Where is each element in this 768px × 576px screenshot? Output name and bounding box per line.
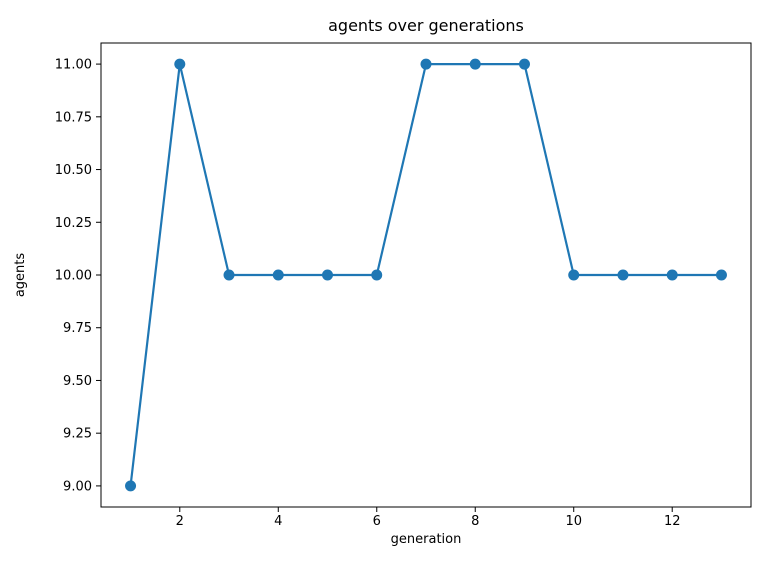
- data-point: [568, 269, 580, 281]
- data-point: [617, 269, 629, 281]
- y-axis: 9.00 9.25 9.50 9.75 10.00 10.25 10.50 10.75 11.0…: [55, 58, 101, 494]
- data-point: [174, 58, 186, 70]
- y-tick-label: 9.75: [63, 321, 92, 336]
- data-point: [518, 58, 530, 70]
- data-point: [666, 269, 678, 281]
- x-axis: 2 4 6 8 10 12: [176, 507, 681, 529]
- y-tick-label: 10.25: [55, 216, 92, 231]
- y-axis-label: agents: [13, 253, 28, 298]
- x-tick-label: 4: [274, 514, 282, 529]
- data-line: [129, 62, 723, 488]
- x-tick-label: 10: [565, 514, 582, 529]
- y-tick-label: 11.00: [55, 58, 92, 73]
- x-tick-label: 12: [664, 514, 681, 529]
- data-point: [420, 58, 432, 70]
- y-tick-label: 9.25: [63, 427, 92, 442]
- data-point: [715, 269, 727, 281]
- y-tick-label: 9.50: [63, 374, 92, 389]
- y-tick-label: 9.00: [63, 479, 92, 494]
- data-series: [125, 58, 727, 492]
- y-tick-label: 10.00: [55, 269, 92, 284]
- data-point: [272, 269, 284, 281]
- data-point: [469, 58, 481, 70]
- x-tick-label: 8: [471, 514, 479, 529]
- data-point: [223, 269, 235, 281]
- chart-title: agents over generations: [328, 16, 524, 35]
- x-tick-label: 6: [373, 514, 381, 529]
- data-point: [322, 269, 334, 281]
- data-point: [371, 269, 383, 281]
- y-tick-label: 10.75: [55, 110, 92, 125]
- x-axis-label: generation: [391, 532, 462, 547]
- y-tick-label: 10.50: [55, 163, 92, 178]
- x-tick-label: 2: [176, 514, 184, 529]
- data-point: [125, 480, 137, 492]
